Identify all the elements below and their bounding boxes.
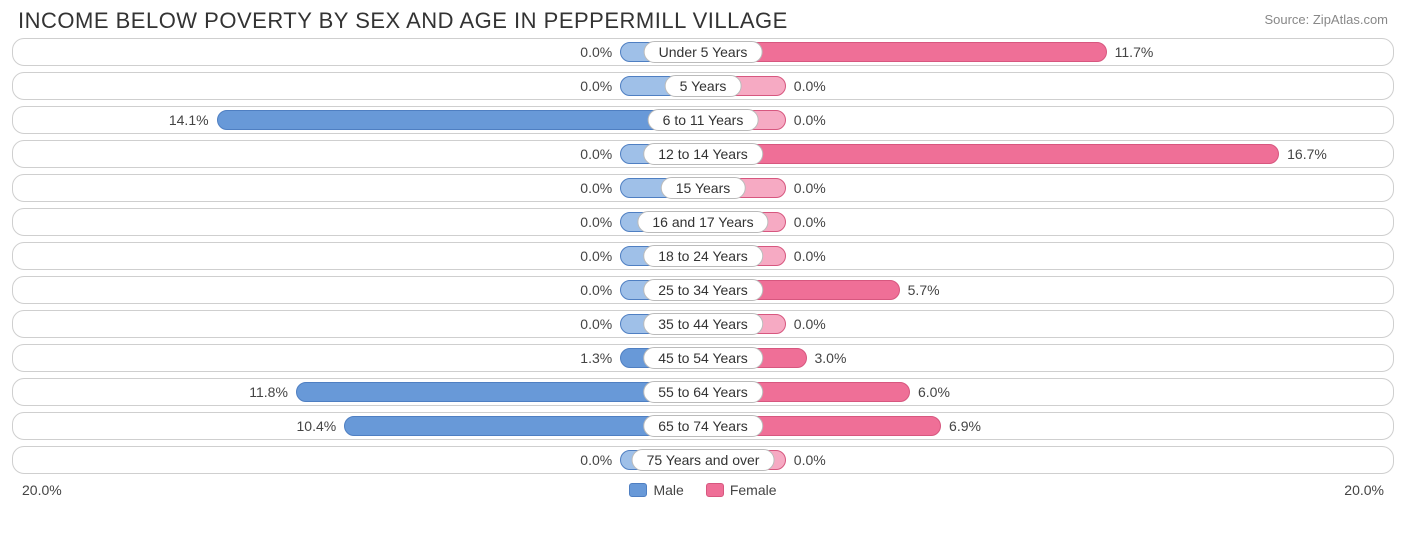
- female-value-label: 3.0%: [815, 345, 847, 371]
- legend: Male Female: [629, 482, 776, 498]
- chart-row: 11.8% 6.0% 55 to 64 Years: [12, 378, 1394, 406]
- chart-row: 0.0% 0.0% 16 and 17 Years: [12, 208, 1394, 236]
- male-value-label: 0.0%: [580, 175, 612, 201]
- female-value-label: 0.0%: [794, 311, 826, 337]
- female-value-label: 0.0%: [794, 175, 826, 201]
- chart-row: 0.0% 0.0% 18 to 24 Years: [12, 242, 1394, 270]
- chart-row: 0.0% 0.0% 5 Years: [12, 72, 1394, 100]
- chart-row: 0.0% 0.0% 75 Years and over: [12, 446, 1394, 474]
- legend-male-label: Male: [653, 482, 683, 498]
- category-label: 35 to 44 Years: [643, 313, 763, 335]
- category-label: 15 Years: [661, 177, 746, 199]
- male-value-label: 0.0%: [580, 39, 612, 65]
- chart-source: Source: ZipAtlas.com: [1264, 8, 1388, 27]
- female-value-label: 0.0%: [794, 447, 826, 473]
- female-bar: [703, 144, 1279, 164]
- category-label: 65 to 74 Years: [643, 415, 763, 437]
- male-value-label: 0.0%: [580, 311, 612, 337]
- female-value-label: 5.7%: [908, 277, 940, 303]
- chart-row: 14.1% 0.0% 6 to 11 Years: [12, 106, 1394, 134]
- male-value-label: 0.0%: [580, 141, 612, 167]
- chart-row: 0.0% 11.7% Under 5 Years: [12, 38, 1394, 66]
- legend-male: Male: [629, 482, 683, 498]
- female-value-label: 11.7%: [1115, 39, 1154, 65]
- poverty-chart: 0.0% 11.7% Under 5 Years 0.0% 0.0% 5 Years 14.…: [0, 38, 1406, 474]
- female-value-label: 6.9%: [949, 413, 981, 439]
- category-label: 18 to 24 Years: [643, 245, 763, 267]
- male-value-label: 0.0%: [580, 243, 612, 269]
- category-label: 12 to 14 Years: [643, 143, 763, 165]
- chart-row: 0.0% 16.7% 12 to 14 Years: [12, 140, 1394, 168]
- category-label: Under 5 Years: [644, 41, 763, 63]
- category-label: 5 Years: [665, 75, 742, 97]
- category-label: 16 and 17 Years: [637, 211, 768, 233]
- male-value-label: 0.0%: [580, 209, 612, 235]
- male-value-label: 14.1%: [169, 107, 209, 133]
- female-bar: [703, 42, 1107, 62]
- chart-row: 0.0% 0.0% 15 Years: [12, 174, 1394, 202]
- male-value-label: 0.0%: [580, 73, 612, 99]
- male-value-label: 0.0%: [580, 447, 612, 473]
- female-value-label: 0.0%: [794, 209, 826, 235]
- category-label: 75 Years and over: [632, 449, 775, 471]
- male-value-label: 0.0%: [580, 277, 612, 303]
- category-label: 55 to 64 Years: [643, 381, 763, 403]
- chart-row: 10.4% 6.9% 65 to 74 Years: [12, 412, 1394, 440]
- male-value-label: 11.8%: [249, 379, 288, 405]
- legend-female-label: Female: [730, 482, 777, 498]
- female-value-label: 16.7%: [1287, 141, 1327, 167]
- male-value-label: 1.3%: [580, 345, 612, 371]
- axis-left-max: 20.0%: [22, 482, 62, 498]
- male-value-label: 10.4%: [297, 413, 337, 439]
- male-bar: [217, 110, 703, 130]
- female-value-label: 0.0%: [794, 73, 826, 99]
- female-value-label: 0.0%: [794, 243, 826, 269]
- chart-row: 0.0% 5.7% 25 to 34 Years: [12, 276, 1394, 304]
- category-label: 45 to 54 Years: [643, 347, 763, 369]
- female-value-label: 0.0%: [794, 107, 826, 133]
- axis-right-max: 20.0%: [1344, 482, 1384, 498]
- male-bar: [296, 382, 703, 402]
- chart-row: 0.0% 0.0% 35 to 44 Years: [12, 310, 1394, 338]
- male-swatch-icon: [629, 483, 647, 497]
- category-label: 25 to 34 Years: [643, 279, 763, 301]
- legend-female: Female: [706, 482, 777, 498]
- female-value-label: 6.0%: [918, 379, 950, 405]
- category-label: 6 to 11 Years: [648, 109, 759, 131]
- chart-row: 1.3% 3.0% 45 to 54 Years: [12, 344, 1394, 372]
- chart-title: INCOME BELOW POVERTY BY SEX AND AGE IN P…: [18, 8, 788, 34]
- female-swatch-icon: [706, 483, 724, 497]
